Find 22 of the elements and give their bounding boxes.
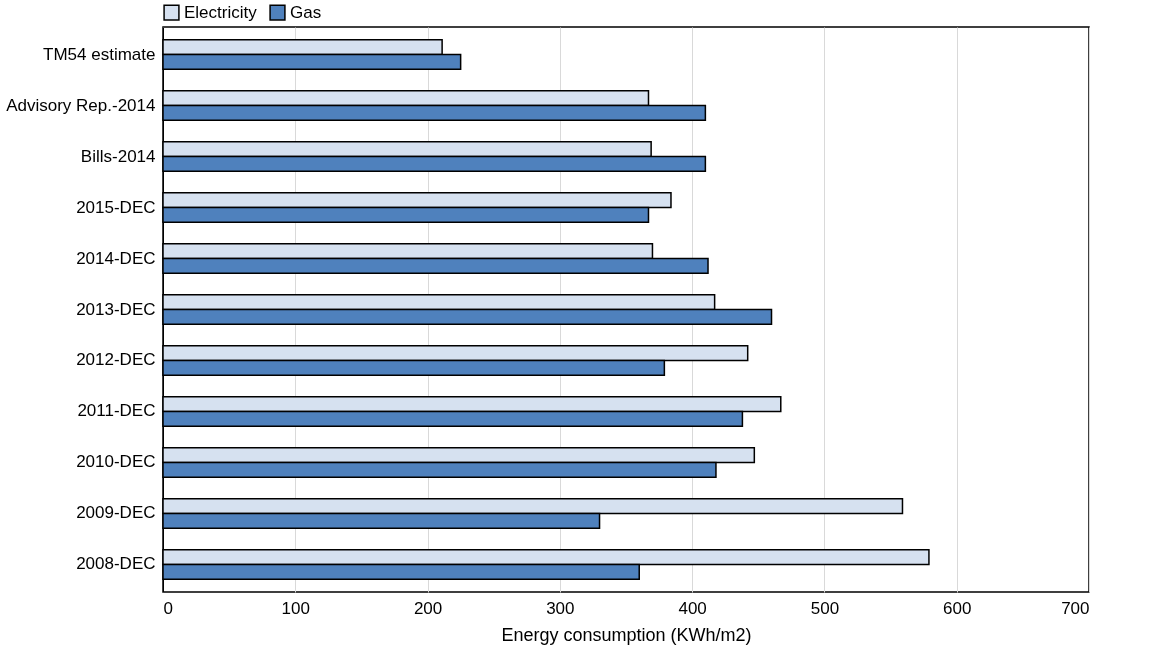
y-tick-label: 2009-DEC: [76, 503, 156, 523]
legend-label: Gas: [290, 2, 322, 22]
x-tick-label: 100: [281, 598, 310, 618]
y-tick-label: Bills-2014: [80, 146, 156, 166]
y-tick-label: 2012-DEC: [76, 350, 156, 370]
x-tick-label: 300: [546, 598, 575, 618]
y-tick-label: 2008-DEC: [76, 554, 156, 574]
x-tick-label: 400: [678, 598, 707, 618]
y-tick-label: TM54 estimate: [43, 44, 156, 64]
legend-label: Electricity: [184, 2, 258, 22]
y-tick-label: 2010-DEC: [76, 452, 156, 472]
x-tick-label: 600: [943, 598, 972, 618]
x-axis-title: Energy consumption (KWh/m2): [501, 624, 752, 645]
y-tick-label: 2011-DEC: [77, 401, 156, 421]
y-tick-label: Advisory Rep.-2014: [6, 95, 156, 115]
x-tick-label: 200: [413, 598, 443, 618]
x-tick-label: 700: [1061, 598, 1090, 618]
y-tick-label: 2014-DEC: [76, 248, 156, 268]
x-tick-label: 0: [163, 598, 173, 618]
y-tick-label: 2015-DEC: [76, 197, 156, 217]
x-tick-label: 500: [810, 598, 840, 618]
y-tick-label: 2013-DEC: [76, 299, 156, 319]
